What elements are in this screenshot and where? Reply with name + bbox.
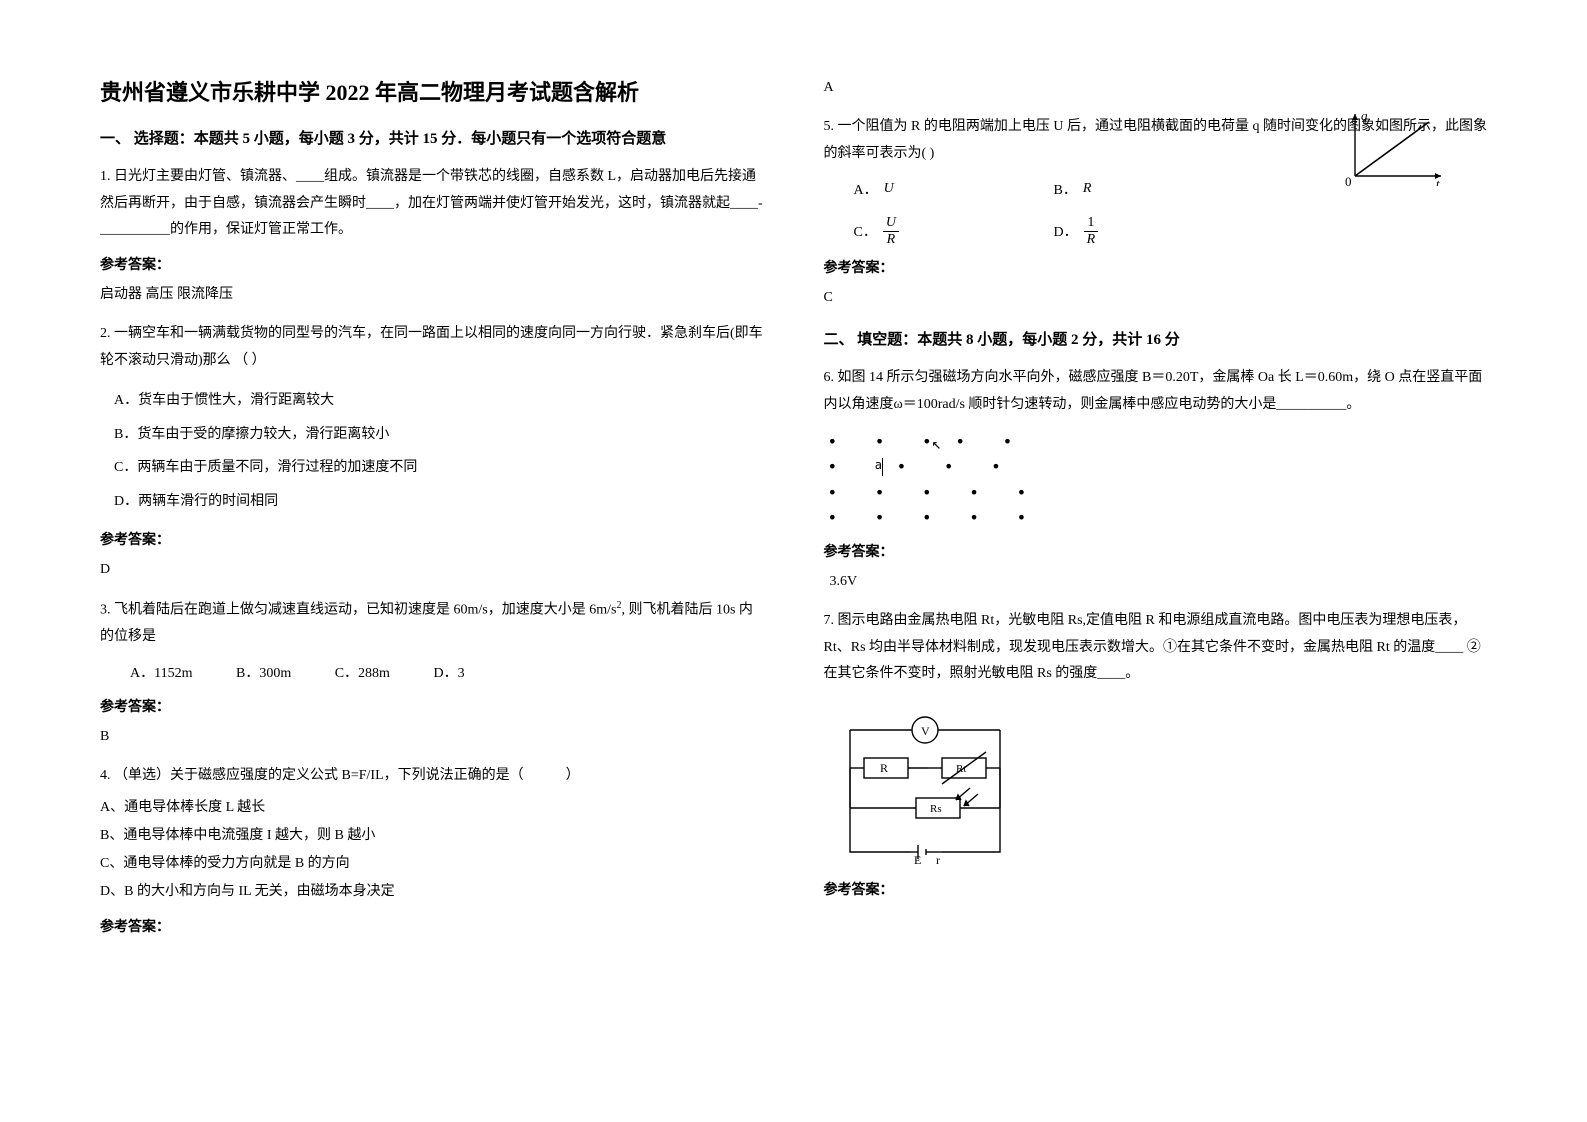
section1-header: 一、 选择题：本题共 5 小题，每小题 3 分，共计 15 分．每小题只有一个选… — [100, 127, 764, 148]
question-1: 1. 日光灯主要由灯管、镇流器、____组成。镇流器是一个带铁芯的线圈，自感系数… — [100, 164, 764, 244]
right-column: A q t 0 5. 一个阻值为 R 的电阻两端加上电压 U 后，通过电阻横截面… — [824, 75, 1488, 944]
q5-optA: A．U — [854, 179, 1054, 199]
q5-optC: C．UR — [854, 215, 1054, 247]
section2-header: 二、 填空题：本题共 8 小题，每小题 2 分，共计 16 分 — [824, 328, 1488, 349]
q4-answer: A — [824, 75, 1488, 100]
answer-label: 参考答案： — [100, 916, 764, 936]
q3-optA: A．1152m — [130, 661, 192, 686]
svg-text:Rt: Rt — [956, 763, 966, 775]
q5-optB: B．R — [1054, 179, 1254, 199]
q2-optA: A．货车由于惯性大，滑行距离较大 — [114, 384, 764, 418]
answer-label: 参考答案： — [100, 254, 764, 274]
q6-answer: 3.6V — [824, 569, 1488, 594]
q2-answer: D — [100, 557, 764, 582]
q4-optD: D、B 的大小和方向与 IL 无关，由磁场本身决定 — [100, 878, 764, 906]
q3-optB: B．300m — [236, 661, 291, 686]
answer-label: 参考答案： — [824, 257, 1488, 277]
q3-options: A．1152m B．300m C．288m D．3 — [130, 661, 764, 686]
q4-optA: A、通电导体棒长度 L 越长 — [100, 794, 764, 822]
svg-text:E: E — [914, 853, 921, 864]
q7-circuit: V R Rt Rs E r — [830, 702, 1488, 869]
question-7: 7. 图示电路由金属热电阻 Rt，光敏电阻 Rs,定值电阻 R 和电源组成直流电… — [824, 608, 1488, 688]
svg-text:t: t — [1436, 176, 1440, 186]
svg-text:V: V — [921, 724, 930, 738]
svg-text:q: q — [1361, 108, 1368, 123]
answer-label: 参考答案： — [824, 541, 1488, 561]
q2-options: A．货车由于惯性大，滑行距离较大 B．货车由于受的摩擦力较大，滑行距离较小 C．… — [100, 384, 764, 518]
q3-optD: D．3 — [433, 661, 464, 686]
q2-optB: B．货车由于受的摩擦力较大，滑行距离较小 — [114, 418, 764, 452]
q2-optC: C．两辆车由于质量不同，滑行过程的加速度不同 — [114, 451, 764, 485]
q1-answer: 启动器 高压 限流降压 — [100, 282, 764, 307]
q5-answer: C — [824, 285, 1488, 310]
question-3: 3. 飞机着陆后在跑道上做匀减速直线运动，已知初速度是 60m/s，加速度大小是… — [100, 596, 764, 651]
q4-optC: C、通电导体棒的受力方向就是 B 的方向 — [100, 850, 764, 878]
page-title: 贵州省遵义市乐耕中学 2022 年高二物理月考试题含解析 — [100, 75, 764, 107]
answer-label: 参考答案： — [824, 879, 1488, 899]
svg-text:r: r — [936, 853, 940, 864]
question-2: 2. 一辆空车和一辆满载货物的同型号的汽车，在同一路面上以相同的速度向同一方向行… — [100, 321, 764, 374]
svg-text:0: 0 — [1345, 174, 1352, 186]
q4-optB: B、通电导体棒中电流强度 I 越大，则 B 越小 — [100, 822, 764, 850]
q3-text-pre: 3. 飞机着陆后在跑道上做匀减速直线运动，已知初速度是 60m/s，加速度大小是… — [100, 602, 616, 617]
q5-optD: D．1R — [1054, 215, 1254, 247]
q3-optC: C．288m — [335, 661, 390, 686]
q3-answer: B — [100, 724, 764, 749]
q2-optD: D．两辆车滑行的时间相同 — [114, 485, 764, 519]
left-column: 贵州省遵义市乐耕中学 2022 年高二物理月考试题含解析 一、 选择题：本题共 … — [100, 75, 764, 944]
q6-diagram: • • •↖• • • a • • • • • • • • • • • • • — [828, 429, 1488, 531]
q5-graph: q t 0 — [1337, 108, 1447, 191]
question-4: 4. （单选）关于磁感应强度的定义公式 B=F/IL，下列说法正确的是（ ） — [100, 763, 764, 790]
svg-text:R: R — [880, 761, 888, 775]
answer-label: 参考答案： — [100, 529, 764, 549]
question-5-block: q t 0 5. 一个阻值为 R 的电阻两端加上电压 U 后，通过电阻横截面的电… — [824, 114, 1488, 167]
answer-label: 参考答案： — [100, 696, 764, 716]
q4-options: A、通电导体棒长度 L 越长 B、通电导体棒中电流强度 I 越大，则 B 越小 … — [100, 794, 764, 906]
svg-text:Rs: Rs — [930, 803, 942, 815]
question-6: 6. 如图 14 所示匀强磁场方向水平向外，磁感应强度 B＝0.20T，金属棒 … — [824, 365, 1488, 418]
